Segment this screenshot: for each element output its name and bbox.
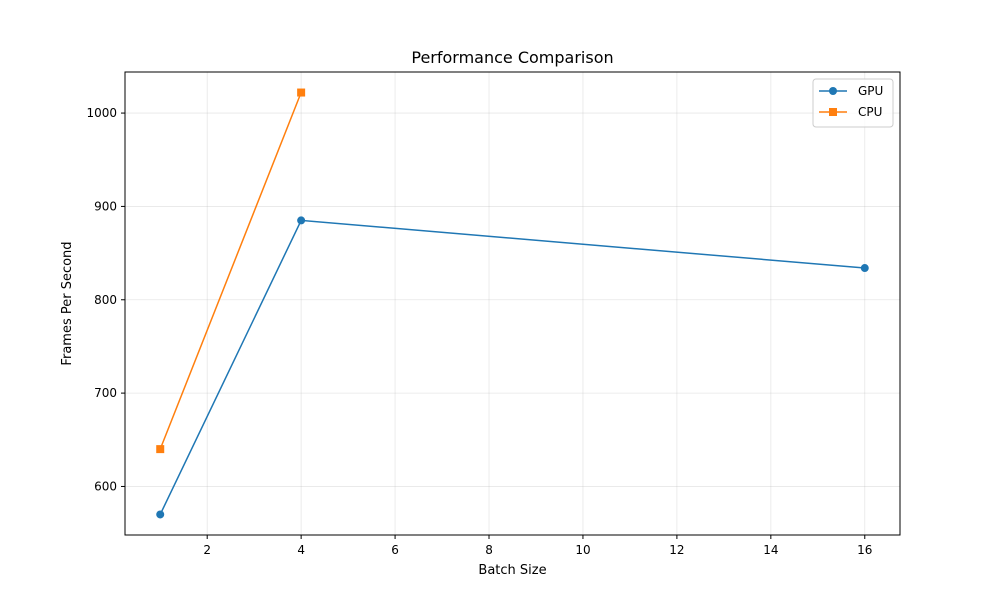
x-tick-label: 10 xyxy=(575,543,590,557)
gpu-series xyxy=(156,216,869,519)
legend: GPU CPU xyxy=(812,78,894,128)
cpu-legend-label: CPU xyxy=(858,105,882,119)
x-tick-label: 2 xyxy=(203,543,211,557)
y-tick-label: 700 xyxy=(94,386,117,400)
cpu-series xyxy=(156,88,306,454)
plot-frame xyxy=(124,71,901,536)
cpu-line xyxy=(159,92,302,450)
gpu-legend-label: GPU xyxy=(858,84,883,98)
y-tick-label: 1000 xyxy=(86,106,117,120)
y-axis-label: Frames Per Second xyxy=(60,241,75,365)
cpu-point xyxy=(156,445,165,454)
cpu-point xyxy=(297,88,306,97)
x-tick-label: 6 xyxy=(391,543,399,557)
cpu-legend-marker xyxy=(829,108,837,116)
ticks-layer: 2 4 6 8 10 12 14 16 600 700 800 900 1000 xyxy=(86,106,872,557)
gpu-point xyxy=(860,264,869,273)
x-tick-label: 16 xyxy=(857,543,872,557)
y-tick-label: 800 xyxy=(94,293,117,307)
grid-layer xyxy=(125,72,900,535)
series-layer xyxy=(156,88,869,519)
gpu-point xyxy=(297,216,306,225)
y-tick-label: 900 xyxy=(94,199,117,213)
x-tick-label: 14 xyxy=(763,543,778,557)
x-tick-label: 4 xyxy=(297,543,305,557)
x-tick-label: 12 xyxy=(669,543,684,557)
y-tick-label: 600 xyxy=(94,479,117,493)
gpu-point xyxy=(156,510,165,519)
x-tick-label: 8 xyxy=(485,543,493,557)
chart-title: Performance Comparison xyxy=(411,48,613,67)
x-axis-label: Batch Size xyxy=(478,563,546,578)
gpu-legend-marker xyxy=(829,87,837,95)
